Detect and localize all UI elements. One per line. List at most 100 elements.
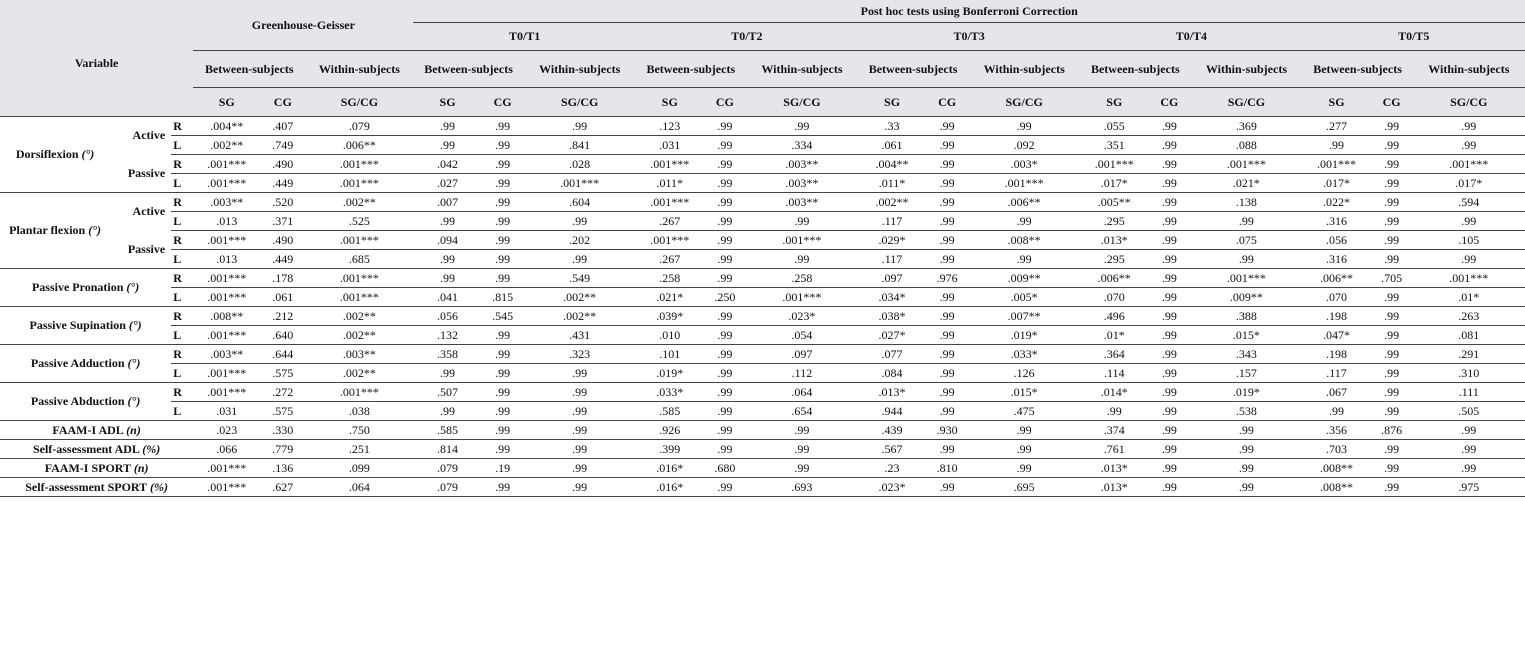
p-value: .178 <box>260 268 306 288</box>
p-value: .99 <box>926 230 969 250</box>
p-value: .399 <box>635 439 704 459</box>
variable-label: FAAM-I SPORT <box>44 460 131 475</box>
p-value: .006** <box>968 192 1081 212</box>
within-header: Within-subjects <box>1412 50 1525 88</box>
p-value: .002** <box>857 192 927 212</box>
p-value: .291 <box>1412 344 1525 364</box>
p-value: .002** <box>305 306 414 326</box>
p-value: .99 <box>1370 230 1413 250</box>
p-value: .081 <box>1412 325 1525 345</box>
p-value: .439 <box>857 420 927 440</box>
group-header: SG/CG <box>305 87 414 117</box>
p-value: .99 <box>926 439 969 459</box>
p-value: .703 <box>1302 439 1371 459</box>
p-value: .99 <box>1412 420 1525 440</box>
p-value: .99 <box>1190 458 1303 478</box>
p-value: .99 <box>1148 458 1191 478</box>
p-value: .99 <box>1412 116 1525 136</box>
p-value: .002** <box>305 363 414 383</box>
p-value: .99 <box>481 173 524 193</box>
p-value: .99 <box>1412 135 1525 155</box>
p-value: .99 <box>1148 230 1191 250</box>
p-value: .99 <box>1370 116 1413 136</box>
p-value: .198 <box>1302 344 1371 364</box>
p-value: .99 <box>926 477 969 497</box>
variable-name: Passive Abduction (°) <box>0 382 172 421</box>
p-value: .013* <box>1080 230 1149 250</box>
p-value: .685 <box>305 249 414 269</box>
greenhouse-header: Greenhouse-Geisser <box>193 0 414 51</box>
p-value: .99 <box>1190 420 1303 440</box>
side-label: L <box>171 401 194 421</box>
p-value: .101 <box>635 344 704 364</box>
p-value: .779 <box>260 439 306 459</box>
header-row: SG CG SG/CG SG CG SG/CG SG CG SG/CG SG CG SG/CG SG CG… <box>0 87 1525 117</box>
data-row: Self-assessment ADL (%) .066.779.251.814.… <box>0 439 1525 459</box>
p-value: .014* <box>1080 382 1149 402</box>
group-header: SG <box>635 87 704 117</box>
p-value: .99 <box>481 249 524 269</box>
p-value: .358 <box>413 344 482 364</box>
p-value: .490 <box>260 154 306 174</box>
variable-label: Plantar flexion <box>9 223 86 237</box>
data-row: FAAM-I SPORT (n) .001*** .136.099.079.19.9… <box>0 458 1525 478</box>
p-value: .001*** <box>1412 154 1525 174</box>
p-value: .944 <box>857 401 927 421</box>
p-value: .277 <box>1302 116 1371 136</box>
p-value: .008** <box>1302 458 1371 478</box>
p-value: .99 <box>926 325 969 345</box>
p-value: .99 <box>1148 306 1191 326</box>
p-value: .99 <box>1370 344 1413 364</box>
variable-name: Passive Pronation (°) <box>0 268 172 307</box>
variable-name: Self-assessment ADL (%) <box>0 439 194 459</box>
p-value: .356 <box>1302 420 1371 440</box>
comparison-header: T0/T4 <box>1080 22 1303 51</box>
p-value: .99 <box>1370 211 1413 231</box>
p-value: .263 <box>1412 306 1525 326</box>
p-value: .99 <box>703 173 746 193</box>
variable-name: FAAM-I ADL (n) <box>0 420 194 440</box>
group-header: SG <box>1302 87 1371 117</box>
group-header: CG <box>926 87 969 117</box>
p-value: .575 <box>260 401 306 421</box>
p-value: .123 <box>635 116 704 136</box>
p-value: .99 <box>1148 477 1191 497</box>
data-row: Passive Pronation (°) R .001*** .178.001***… <box>0 268 1525 307</box>
p-value: .013 <box>193 249 261 269</box>
p-value: .975 <box>1412 477 1525 497</box>
p-value: .047* <box>1302 325 1371 345</box>
p-value: .431 <box>523 325 636 345</box>
variable-unit: (°) <box>81 147 95 161</box>
p-value: .079 <box>413 477 482 497</box>
p-value: .001*** <box>635 192 704 212</box>
data-row: Self-assessment SPORT (%) .001*** .627.064… <box>0 477 1525 497</box>
p-value: .841 <box>523 135 636 155</box>
p-value: .092 <box>968 135 1081 155</box>
p-value: .01* <box>1412 287 1525 307</box>
group-header: CG <box>1148 87 1191 117</box>
p-value: .061 <box>857 135 927 155</box>
p-value: .054 <box>745 325 858 345</box>
data-row: L .013.371.525.99.99.99.267.99.99.117.99.… <box>0 211 1525 231</box>
p-value: .640 <box>260 325 306 345</box>
variable-unit: (n) <box>126 422 141 437</box>
variable-label: Passive Adduction <box>30 356 125 370</box>
p-value: .003** <box>193 192 261 212</box>
p-value: .042 <box>413 154 482 174</box>
p-value: .99 <box>703 268 746 288</box>
p-value: .99 <box>481 230 524 250</box>
p-value: .99 <box>968 116 1081 136</box>
p-value: .99 <box>968 458 1081 478</box>
p-value: .99 <box>703 439 746 459</box>
p-value: .99 <box>926 135 969 155</box>
variable-name: FAAM-I SPORT (n) <box>0 458 194 478</box>
variable-unit: (%) <box>149 479 168 494</box>
p-value: .23 <box>857 458 927 478</box>
p-value: .070 <box>1302 287 1371 307</box>
variable-label: Passive Pronation <box>31 280 124 294</box>
p-value: .114 <box>1080 363 1149 383</box>
p-value: .644 <box>260 344 306 364</box>
p-value: .99 <box>745 420 858 440</box>
p-value: .056 <box>413 306 482 326</box>
p-value: .99 <box>523 458 636 478</box>
